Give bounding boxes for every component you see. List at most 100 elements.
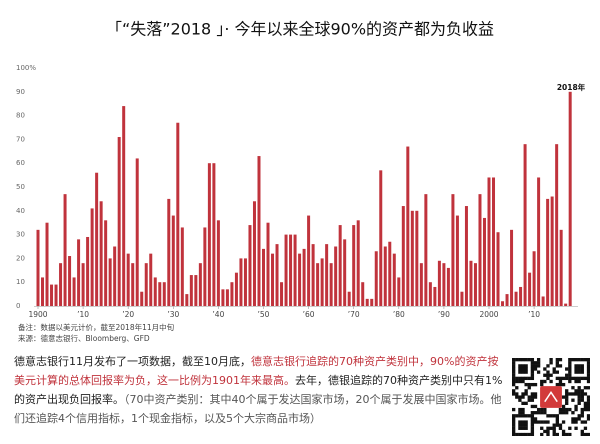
qr-module xyxy=(555,420,559,424)
bar xyxy=(234,272,238,306)
qr-module xyxy=(565,395,569,399)
bar xyxy=(176,122,180,307)
qr-module xyxy=(568,432,572,436)
qr-module xyxy=(586,373,590,377)
qr-module xyxy=(552,426,556,430)
text-segment: 德意志银行追踪的70种资产类别中，90%的资产按美元计算的总体回报率为负，这一比… xyxy=(14,355,499,387)
qr-module xyxy=(518,407,522,412)
qr-module xyxy=(521,370,525,374)
qr-module xyxy=(530,358,535,362)
bar xyxy=(86,236,90,306)
qr-module xyxy=(521,358,525,362)
qr-module xyxy=(571,392,575,396)
qr-module xyxy=(583,432,588,436)
qr-module xyxy=(518,426,522,430)
qr-module xyxy=(524,367,528,371)
qr-module xyxy=(521,426,525,430)
qr-module xyxy=(521,376,525,381)
bar xyxy=(338,225,342,306)
qr-module xyxy=(521,395,525,399)
qr-module xyxy=(565,392,569,396)
bar xyxy=(72,277,76,306)
bar xyxy=(568,91,572,306)
qr-module xyxy=(518,395,522,399)
y-tick-label: 10 xyxy=(16,278,25,286)
qr-module xyxy=(586,370,590,374)
qr-module xyxy=(568,376,572,381)
qr-module xyxy=(518,420,522,424)
qr-module xyxy=(533,404,538,409)
qr-module xyxy=(571,386,575,390)
qr-module xyxy=(533,382,538,387)
qr-module xyxy=(586,407,590,412)
qr-module xyxy=(518,379,522,384)
y-tick-label: 40 xyxy=(16,207,25,215)
qr-module xyxy=(530,398,535,402)
qr-module xyxy=(561,429,566,434)
note: 来源：德意志银行、Bloomberg、GFD xyxy=(18,333,150,343)
qr-module xyxy=(561,404,566,409)
bar xyxy=(275,244,279,306)
qr-module xyxy=(536,361,541,365)
bar xyxy=(442,263,446,306)
qr-module xyxy=(586,417,590,421)
qr-module xyxy=(574,367,578,371)
bar xyxy=(424,194,428,306)
qr-module xyxy=(518,376,522,381)
qr-module xyxy=(558,376,563,381)
qr-module xyxy=(530,404,535,409)
qr-module xyxy=(565,401,569,405)
bar xyxy=(478,194,482,306)
bar xyxy=(108,258,112,306)
qr-module xyxy=(533,392,538,396)
qr-module xyxy=(530,382,535,387)
qr-module xyxy=(574,376,578,381)
qr-module xyxy=(555,417,559,421)
qr-module xyxy=(524,426,528,430)
qr-module xyxy=(549,414,553,418)
qr-module xyxy=(512,432,516,436)
bar xyxy=(469,260,473,306)
qr-module xyxy=(540,407,544,412)
qr-module xyxy=(533,420,538,424)
bar xyxy=(212,163,216,306)
note: 备注：数据以美元计价，截至2018年11月中旬 xyxy=(18,322,175,332)
text-segment: 去年，德银追踪的70种资产类别中只有1%的资产出现负回报率。 xyxy=(14,374,503,406)
qr-module xyxy=(524,401,528,405)
qr-module xyxy=(586,432,590,436)
qr-module xyxy=(571,420,575,424)
qr-module xyxy=(521,401,525,405)
qr-module xyxy=(555,358,559,362)
bar xyxy=(36,229,40,306)
qr-module xyxy=(527,432,531,436)
qr-module xyxy=(561,420,566,424)
qr-module xyxy=(552,414,556,418)
qr-module xyxy=(580,376,584,381)
qr-module xyxy=(524,392,528,396)
qr-module xyxy=(543,367,547,371)
bar xyxy=(383,246,387,306)
bar xyxy=(185,294,189,306)
qr-module xyxy=(561,382,566,387)
bar xyxy=(113,246,117,306)
bar xyxy=(230,282,234,306)
qr-module xyxy=(521,379,525,384)
chart-title: 「“失落”2018 」· 今年以来全球90%的资产都为负收益 xyxy=(106,20,494,39)
x-tick-label: ’40 xyxy=(212,310,224,319)
qr-module xyxy=(518,411,522,415)
qr-module xyxy=(512,423,516,427)
qr-module xyxy=(555,423,559,427)
qr-module xyxy=(524,382,528,387)
qr-module xyxy=(586,367,590,371)
y-tick-label: 90 xyxy=(16,88,25,96)
qr-module xyxy=(533,395,538,399)
qr-module xyxy=(546,429,550,434)
qr-module xyxy=(527,414,531,418)
bar xyxy=(126,253,130,306)
qr-module xyxy=(555,376,559,381)
bar xyxy=(564,303,568,306)
qr-module xyxy=(565,398,569,402)
bar xyxy=(45,222,49,306)
bar xyxy=(68,256,72,306)
qr-module xyxy=(533,417,538,421)
